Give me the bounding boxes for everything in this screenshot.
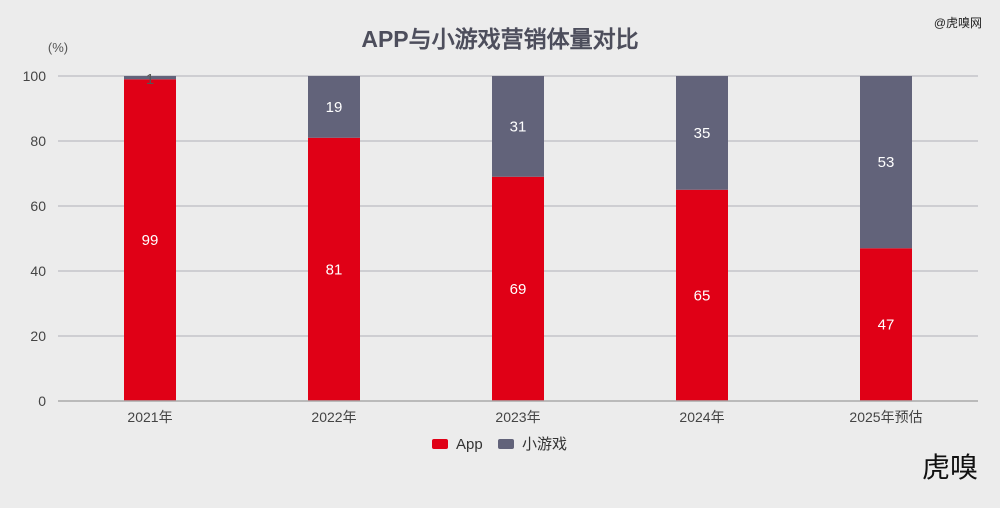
data-label: 99 bbox=[142, 232, 159, 249]
watermark-top: @虎嗅网 bbox=[933, 16, 982, 30]
data-label: 69 bbox=[510, 281, 527, 298]
data-label: 65 bbox=[694, 287, 711, 304]
bar-app bbox=[676, 189, 728, 401]
legend-label: 小游戏 bbox=[522, 436, 567, 453]
data-label: 47 bbox=[878, 317, 895, 334]
x-tick-label: 2023年 bbox=[495, 409, 540, 425]
x-tick-label: 2025年预估 bbox=[849, 409, 922, 425]
data-label: 31 bbox=[510, 118, 527, 135]
bar-minigame bbox=[492, 76, 544, 177]
bar-minigame bbox=[860, 76, 912, 249]
y-axis-label: (%) bbox=[48, 40, 68, 55]
bar-minigame bbox=[124, 76, 176, 80]
legend-swatch bbox=[498, 439, 514, 449]
x-tick-label: 2021年 bbox=[127, 409, 172, 425]
data-label: 19 bbox=[326, 99, 343, 116]
y-tick-label: 100 bbox=[23, 68, 47, 84]
data-label: 35 bbox=[694, 125, 711, 142]
legend-swatch bbox=[432, 439, 448, 449]
y-tick-label: 40 bbox=[30, 263, 46, 279]
bar-app bbox=[860, 248, 912, 401]
bar-app bbox=[124, 79, 176, 401]
data-label: 1 bbox=[146, 71, 154, 88]
y-tick-label: 80 bbox=[30, 133, 46, 149]
chart-title: APP与小游戏营销体量对比 bbox=[361, 26, 639, 52]
data-label: 81 bbox=[326, 261, 343, 278]
watermark-logo: 虎嗅 bbox=[921, 451, 978, 484]
y-tick-label: 0 bbox=[38, 393, 46, 409]
bar-app bbox=[492, 176, 544, 401]
data-label: 53 bbox=[878, 154, 895, 171]
x-tick-label: 2022年 bbox=[311, 409, 356, 425]
legend-label: App bbox=[456, 436, 483, 453]
bar-minigame bbox=[676, 76, 728, 190]
bar-minigame bbox=[308, 76, 360, 138]
bar-app bbox=[308, 137, 360, 401]
y-tick-label: 20 bbox=[30, 328, 46, 344]
x-tick-label: 2024年 bbox=[679, 409, 724, 425]
y-tick-label: 60 bbox=[30, 198, 46, 214]
